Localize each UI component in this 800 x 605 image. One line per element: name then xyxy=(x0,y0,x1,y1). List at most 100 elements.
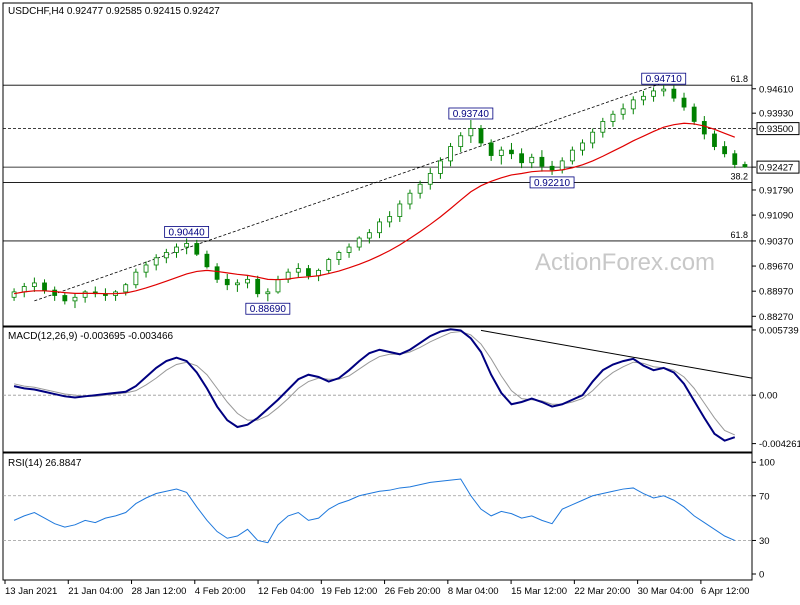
x-tick-label-10: 30 Mar 04:00 xyxy=(638,586,694,597)
candle-body-37 xyxy=(387,216,393,223)
candle-body-55 xyxy=(569,149,575,162)
candle-body-23 xyxy=(245,278,250,284)
candle-body-64 xyxy=(661,88,667,92)
candle-body-5 xyxy=(62,295,68,302)
price-y-tick-3-box xyxy=(756,160,800,174)
candle-body-36 xyxy=(377,221,382,234)
price-y-tick-8: 0.88970 xyxy=(759,287,793,298)
annotation-box-3 xyxy=(245,302,291,315)
moving-average-line xyxy=(13,122,735,295)
x-tick-label-5: 19 Feb 12:00 xyxy=(321,586,377,597)
candle-body-44 xyxy=(458,135,464,147)
rsi-line xyxy=(13,478,735,544)
candle-body-61 xyxy=(630,99,636,110)
candle-body-12 xyxy=(133,271,139,286)
candle-body-65 xyxy=(671,88,677,99)
price-panel: ActionForex.com 61.8 38.2 61.8 0.94710 0.9374… xyxy=(3,6,752,315)
annotation-box-1 xyxy=(448,107,494,120)
candle-body-11 xyxy=(123,284,129,293)
fib-label-2: 61.8 xyxy=(730,230,748,240)
annotation-box-0 xyxy=(641,72,687,85)
candle-body-45 xyxy=(468,128,474,137)
x-axis: 13 Jan 2021 21 Jan 04:00 28 Jan 12:00 4 Feb… xyxy=(4,580,750,597)
x-tick-label-8: 15 Mar 12:00 xyxy=(511,586,567,597)
candle-body-69 xyxy=(712,133,717,147)
candle-body-21 xyxy=(224,278,230,286)
candle-body-63 xyxy=(651,90,656,97)
candle-body-29 xyxy=(306,268,311,277)
candle-body-49 xyxy=(509,149,514,155)
candle-body-47 xyxy=(488,142,494,156)
candle-body-50 xyxy=(519,153,525,164)
macd-series-macd xyxy=(13,328,736,442)
x-tick-label-2: 28 Jan 12:00 xyxy=(132,586,187,597)
annotation-label-1: 0.93740 xyxy=(453,109,490,120)
candle-body-34 xyxy=(356,237,362,248)
candle-body-43 xyxy=(448,146,453,162)
candle-body-17 xyxy=(184,243,190,248)
candle-body-26 xyxy=(275,278,281,293)
rsi-header: RSI(14) 26.8847 xyxy=(8,458,82,469)
candle-body-57 xyxy=(590,131,596,144)
candle-body-59 xyxy=(610,113,616,122)
x-tick-label-7: 8 Mar 04:00 xyxy=(448,586,499,597)
panel-frame-0 xyxy=(2,2,753,327)
candle-body-24 xyxy=(255,278,261,295)
fib-label-0: 61.8 xyxy=(730,74,748,84)
x-tick-label-4: 12 Feb 04:00 xyxy=(258,586,314,597)
candle-body-15 xyxy=(163,252,169,259)
candle-body-58 xyxy=(600,121,606,133)
candle-body-54 xyxy=(559,160,565,171)
macd-panel: MACD(12,26,9) -0.003695 -0.003466 xyxy=(3,328,753,442)
annotation-label-3: 0.88690 xyxy=(250,304,287,315)
rsi-y-tick-2: 30 xyxy=(759,536,770,547)
candle-body-67 xyxy=(691,106,697,122)
candle-body-4 xyxy=(52,289,58,296)
candle-body-28 xyxy=(295,268,301,273)
candle-body-53 xyxy=(549,165,555,171)
price-y-tick-2: 0.93500 xyxy=(759,124,793,135)
macd-header: MACD(12,26,9) -0.003695 -0.003466 xyxy=(8,331,174,342)
macd-series-signal xyxy=(13,331,735,436)
price-y-tick-9: 0.88270 xyxy=(759,312,793,323)
candle-body-39 xyxy=(407,192,413,205)
panel-frame-1 xyxy=(2,326,753,453)
candle-body-31 xyxy=(326,259,332,271)
candle-body-66 xyxy=(681,97,687,108)
rsi-y-tick-1: 70 xyxy=(759,491,770,502)
candle-body-70 xyxy=(722,146,728,155)
candle-body-72 xyxy=(742,164,748,168)
candle-body-41 xyxy=(427,173,433,185)
annotation-label-4: 0.92210 xyxy=(534,178,571,189)
candle-body-3 xyxy=(42,282,47,291)
macd-y-tick-2: -0.004261 xyxy=(759,439,800,450)
macd-y-tick-0: 0.005739 xyxy=(759,325,799,336)
annotation-box-4 xyxy=(529,176,575,189)
candle-body-22 xyxy=(234,282,240,286)
candle-body-1 xyxy=(21,286,27,293)
price-y-tick-7: 0.89670 xyxy=(759,262,793,273)
x-tick-label-3: 4 Feb 20:00 xyxy=(195,586,246,597)
x-tick-label-0: 13 Jan 2021 xyxy=(5,586,57,597)
x-tick-label-1: 21 Jan 04:00 xyxy=(68,586,123,597)
candle-body-60 xyxy=(620,108,626,115)
candle-body-51 xyxy=(529,156,535,164)
candle-body-46 xyxy=(478,128,484,144)
candle-body-32 xyxy=(336,252,342,261)
candle-body-56 xyxy=(580,142,585,151)
price-y-tick-6: 0.90370 xyxy=(759,236,793,247)
watermark: ActionForex.com xyxy=(535,249,715,276)
candle-body-42 xyxy=(438,160,443,174)
candle-body-62 xyxy=(641,95,646,101)
candle-body-40 xyxy=(417,183,423,194)
price-y-tick-5: 0.91090 xyxy=(759,211,793,222)
panel-frame-2 xyxy=(2,452,753,581)
candle-body-38 xyxy=(397,203,403,217)
candle-body-18 xyxy=(194,243,200,255)
price-header: USDCHF,H4 0.92477 0.92585 0.92415 0.9242… xyxy=(8,6,220,17)
candle-body-2 xyxy=(31,282,37,287)
x-tick-label-11: 6 Apr 12:00 xyxy=(701,586,750,597)
candle-body-20 xyxy=(214,266,220,280)
